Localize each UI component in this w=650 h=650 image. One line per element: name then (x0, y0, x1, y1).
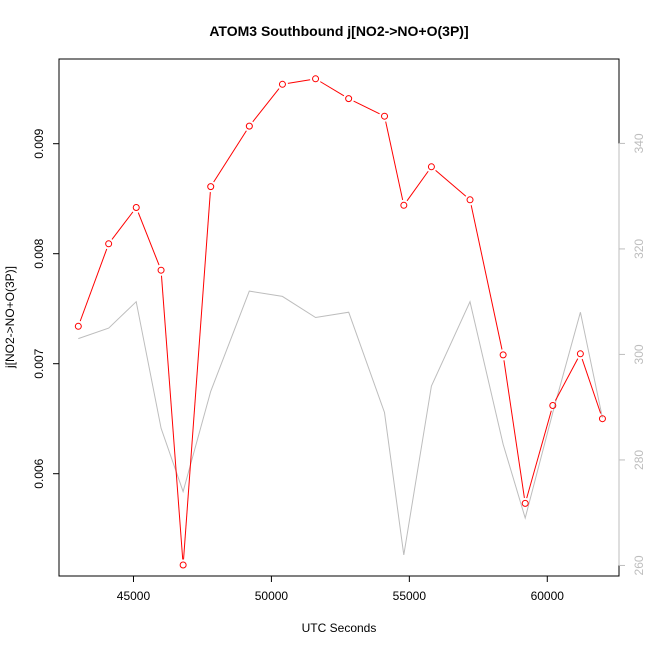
y2-tick-label: 300 (632, 344, 646, 364)
y2-tick-label: 320 (632, 239, 646, 259)
series-line-segment (581, 358, 602, 414)
y2-tick-label: 340 (632, 133, 646, 153)
data-point (207, 183, 215, 191)
series-line-segment (353, 100, 380, 115)
series-line-segment (406, 170, 429, 202)
y-tick-label: 0.006 (32, 458, 46, 488)
chart-title: ATOM3 Southbound j[NO2->NO+O(3P)] (209, 23, 468, 39)
series-line-segment (160, 275, 184, 560)
series-line-segment (526, 410, 552, 499)
series-line-segment (503, 360, 525, 499)
series-line-segment (320, 81, 345, 97)
data-point (74, 322, 82, 330)
series-line-segment (252, 88, 280, 123)
plot-frame (58, 58, 620, 577)
series-line-segment (287, 79, 311, 84)
data-point (245, 122, 253, 130)
data-point (345, 95, 353, 103)
series-line-segment (554, 358, 579, 401)
data-point (381, 112, 389, 120)
data-point (521, 499, 529, 507)
x-tick-label: 55000 (393, 589, 427, 603)
series-line (78, 290, 603, 555)
y2-tick-label: 280 (632, 450, 646, 470)
data-point (278, 80, 286, 88)
series-line-segment (435, 169, 467, 197)
y-tick-label: 0.007 (32, 348, 46, 378)
series-line-segment (213, 130, 247, 183)
data-point (549, 402, 557, 409)
y2-tick-label: 260 (632, 555, 646, 575)
data-point (157, 266, 165, 274)
x-axis: 45000 50000 55000 60000 (117, 575, 565, 603)
series-line-segment (79, 248, 108, 322)
series-left (74, 75, 606, 569)
data-point (427, 163, 435, 171)
x-axis-label: UTC Seconds (302, 621, 377, 635)
series-line-segment (111, 211, 134, 240)
data-point (598, 415, 606, 423)
y-axis-left: 0.006 0.007 0.008 0.009 (32, 128, 60, 489)
y-tick-label: 0.008 (32, 238, 46, 268)
series-line-segment (385, 121, 404, 201)
data-point (400, 201, 408, 209)
data-point (179, 561, 187, 569)
data-point (105, 240, 113, 248)
data-point (466, 196, 474, 204)
series-layer (74, 75, 606, 569)
y-axis-label: j[NO2->NO+O(3P)] (3, 266, 17, 369)
x-tick-label: 45000 (117, 589, 151, 603)
series-right (78, 290, 603, 555)
series-line-segment (183, 192, 211, 560)
x-tick-label: 60000 (531, 589, 565, 603)
data-point (499, 351, 507, 359)
x-tick-label: 50000 (255, 589, 289, 603)
series-line-segment (470, 205, 503, 350)
data-point (132, 204, 140, 211)
data-point (312, 75, 320, 83)
data-point (576, 350, 584, 358)
y-axis-right: 260 280 300 320 340 (618, 133, 646, 575)
series-line-segment (137, 212, 160, 266)
y-tick-label: 0.009 (32, 128, 46, 158)
